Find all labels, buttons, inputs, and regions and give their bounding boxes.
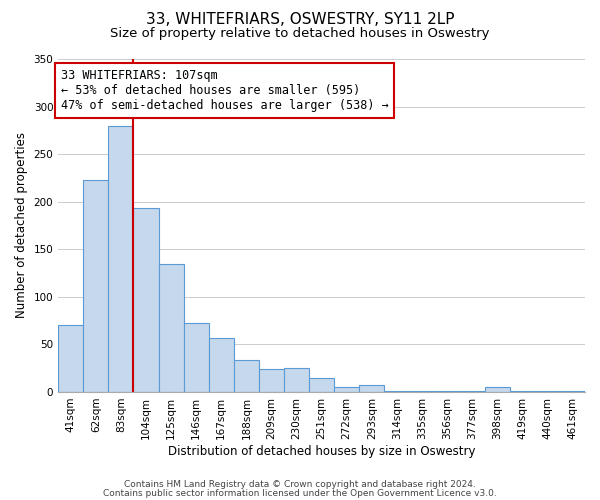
Bar: [485, 387, 510, 392]
Bar: [510, 391, 535, 392]
Text: Contains public sector information licensed under the Open Government Licence v3: Contains public sector information licen…: [103, 489, 497, 498]
Bar: [209, 338, 234, 392]
Bar: [334, 387, 359, 392]
Text: 33 WHITEFRIARS: 107sqm
← 53% of detached houses are smaller (595)
47% of semi-de: 33 WHITEFRIARS: 107sqm ← 53% of detached…: [61, 69, 389, 112]
Text: 33, WHITEFRIARS, OSWESTRY, SY11 2LP: 33, WHITEFRIARS, OSWESTRY, SY11 2LP: [146, 12, 454, 28]
Bar: [109, 126, 133, 392]
Bar: [83, 180, 109, 392]
Bar: [309, 378, 334, 392]
Bar: [460, 391, 485, 392]
Bar: [359, 386, 385, 392]
Bar: [560, 391, 585, 392]
Bar: [284, 368, 309, 392]
Bar: [133, 208, 158, 392]
Text: Size of property relative to detached houses in Oswestry: Size of property relative to detached ho…: [110, 28, 490, 40]
Bar: [385, 391, 409, 392]
Bar: [434, 391, 460, 392]
Bar: [58, 326, 83, 392]
Y-axis label: Number of detached properties: Number of detached properties: [15, 132, 28, 318]
Bar: [535, 391, 560, 392]
Bar: [234, 360, 259, 392]
Bar: [158, 264, 184, 392]
Bar: [409, 391, 434, 392]
X-axis label: Distribution of detached houses by size in Oswestry: Distribution of detached houses by size …: [168, 444, 475, 458]
Bar: [259, 369, 284, 392]
Text: Contains HM Land Registry data © Crown copyright and database right 2024.: Contains HM Land Registry data © Crown c…: [124, 480, 476, 489]
Bar: [184, 324, 209, 392]
